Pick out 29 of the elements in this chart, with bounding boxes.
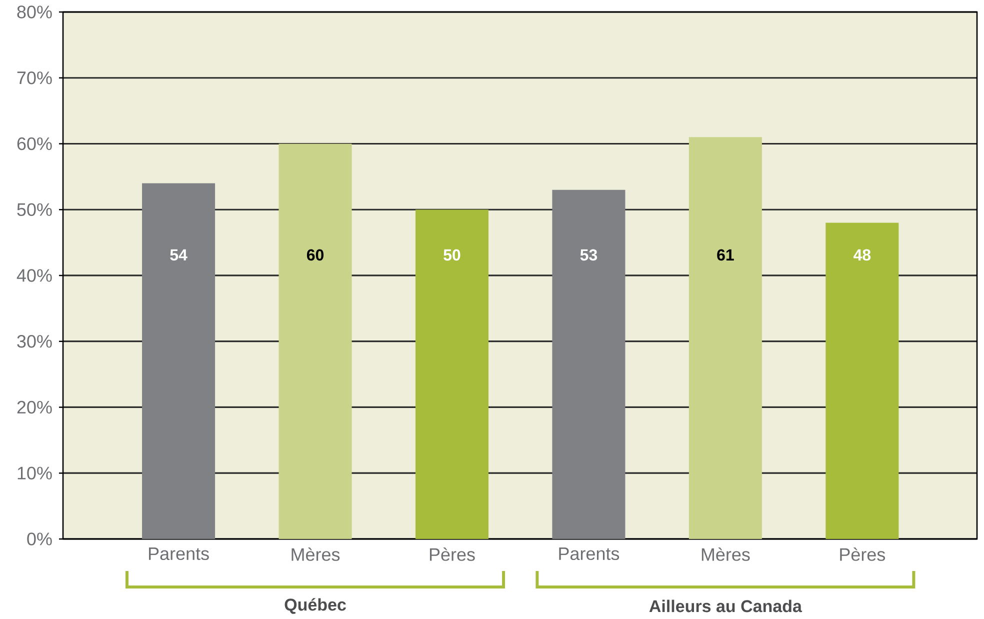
y-tick-label: 20% — [17, 400, 52, 414]
data-label: 54 — [170, 249, 188, 261]
bar — [826, 222, 899, 539]
bar — [552, 190, 626, 539]
bar — [415, 210, 488, 539]
y-tick-label: 60% — [17, 137, 52, 150]
y-tick-label: 70% — [17, 72, 52, 84]
x-tick-label: Parents — [149, 547, 209, 560]
x-tick-label: Pères — [430, 548, 475, 561]
bar — [688, 137, 762, 539]
data-label: 50 — [444, 249, 460, 261]
x-tick-label: Mères — [292, 548, 340, 561]
data-label: 61 — [717, 249, 734, 261]
bar — [142, 183, 216, 539]
x-tick-label: Parents — [559, 547, 620, 560]
data-label: 53 — [580, 249, 598, 261]
data-label: 48 — [854, 249, 871, 261]
data-label: 60 — [306, 249, 324, 261]
y-tick-label: 10% — [18, 466, 52, 480]
y-tick-label: 30% — [17, 334, 52, 348]
y-tick-label: 80% — [17, 6, 52, 18]
y-tick-label: 50% — [17, 203, 52, 216]
y-tick-label: 0% — [27, 532, 52, 546]
y-tick-label: 40% — [16, 269, 52, 282]
x-tick-label: Mères — [702, 548, 750, 561]
x-tick-label: Pères — [840, 548, 886, 561]
text: Ailleurs au Canada — [649, 600, 802, 612]
text: Québec — [284, 598, 346, 614]
bar — [278, 144, 352, 539]
